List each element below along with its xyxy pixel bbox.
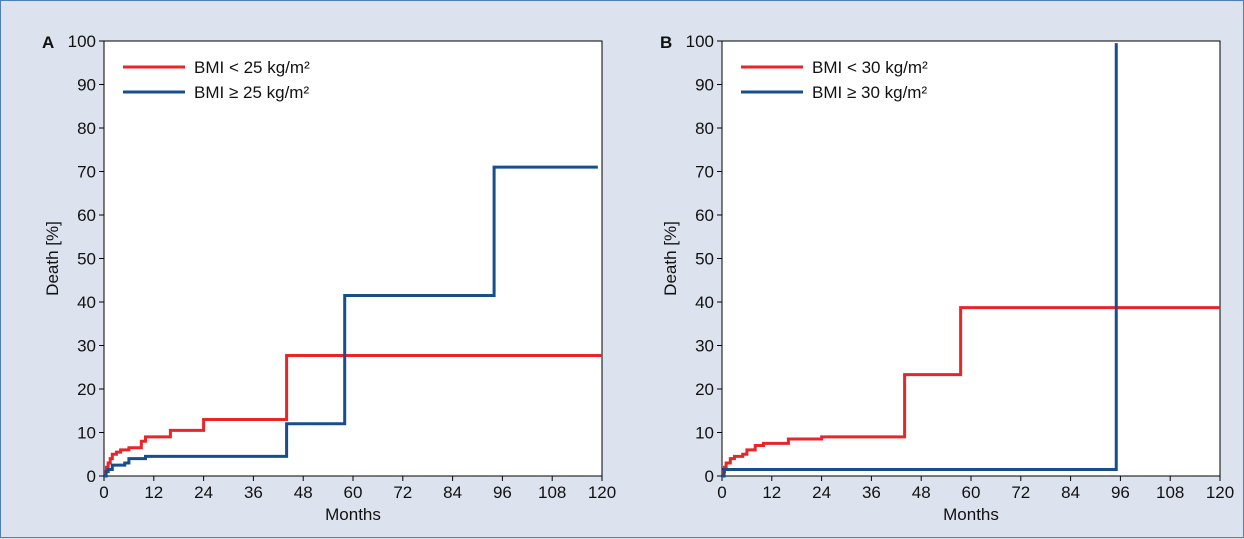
y-tick-label: 60 bbox=[77, 206, 96, 225]
x-tick-label: 12 bbox=[762, 483, 781, 502]
x-tick-label: 84 bbox=[1061, 483, 1080, 502]
x-tick-label: 72 bbox=[393, 483, 412, 502]
series-line-1 bbox=[722, 43, 1118, 478]
x-axis-title: Months bbox=[943, 505, 999, 524]
x-tick-label: 108 bbox=[538, 483, 566, 502]
y-tick-label: 40 bbox=[77, 293, 96, 312]
y-tick-label: 0 bbox=[705, 467, 714, 486]
legend-label: BMI ≥ 25 kg/m² bbox=[194, 83, 309, 102]
y-tick-label: 30 bbox=[695, 337, 714, 356]
x-tick-label: 60 bbox=[962, 483, 981, 502]
y-tick-label: 0 bbox=[87, 467, 96, 486]
y-tick-label: 10 bbox=[695, 424, 714, 443]
y-tick-label: 100 bbox=[68, 32, 96, 51]
x-tick-label: 96 bbox=[493, 483, 512, 502]
series-line-0 bbox=[722, 306, 1220, 478]
chart-panel-a: 0 10 20 30 40 50 60 70 80 90 100 0 12 24 36 48 60 72 84 96 1… bbox=[42, 32, 616, 524]
y-tick-label: 20 bbox=[695, 380, 714, 399]
x-tick-label: 24 bbox=[194, 483, 213, 502]
x-tick-label: 60 bbox=[344, 483, 363, 502]
y-tick-label: 30 bbox=[77, 337, 96, 356]
y-tick-label: 100 bbox=[686, 32, 714, 51]
y-tick-label: 60 bbox=[695, 206, 714, 225]
y-tick-label: 50 bbox=[77, 250, 96, 269]
y-tick-label: 20 bbox=[77, 380, 96, 399]
x-tick-label: 108 bbox=[1156, 483, 1184, 502]
y-tick-label: 90 bbox=[695, 76, 714, 95]
x-tick-label: 0 bbox=[717, 483, 726, 502]
panel-label: B bbox=[660, 33, 672, 52]
series-line-0 bbox=[104, 354, 602, 478]
x-tick-label: 120 bbox=[1206, 483, 1234, 502]
y-tick-label: 50 bbox=[695, 250, 714, 269]
y-tick-label: 70 bbox=[695, 163, 714, 182]
x-tick-label: 84 bbox=[443, 483, 462, 502]
x-tick-label: 72 bbox=[1011, 483, 1030, 502]
series-line-1 bbox=[104, 165, 598, 478]
y-tick-label: 80 bbox=[695, 119, 714, 138]
plot-area bbox=[103, 40, 603, 477]
chart-panel-b: 0 10 20 30 40 50 60 70 80 90 100 0 12 24 36 48 60 72 84 96 1… bbox=[660, 32, 1234, 524]
plot-area bbox=[721, 40, 1221, 477]
x-tick-label: 36 bbox=[862, 483, 881, 502]
x-tick-label: 36 bbox=[244, 483, 263, 502]
x-tick-label: 24 bbox=[812, 483, 831, 502]
x-tick-label: 0 bbox=[99, 483, 108, 502]
x-tick-label: 48 bbox=[912, 483, 931, 502]
legend-label: BMI ≥ 30 kg/m² bbox=[812, 83, 927, 102]
y-tick-label: 10 bbox=[77, 424, 96, 443]
x-axis-title: Months bbox=[325, 505, 381, 524]
y-tick-label: 40 bbox=[695, 293, 714, 312]
y-tick-label: 80 bbox=[77, 119, 96, 138]
y-axis-title: Death [%] bbox=[43, 221, 62, 296]
y-tick-label: 90 bbox=[77, 76, 96, 95]
panel-label: A bbox=[42, 33, 54, 52]
y-tick-label: 70 bbox=[77, 163, 96, 182]
legend-label: BMI < 30 kg/m² bbox=[812, 58, 928, 77]
x-tick-label: 48 bbox=[294, 483, 313, 502]
x-tick-label: 120 bbox=[588, 483, 616, 502]
legend-label: BMI < 25 kg/m² bbox=[194, 58, 310, 77]
x-tick-label: 12 bbox=[144, 483, 163, 502]
y-axis-title: Death [%] bbox=[661, 221, 680, 296]
x-tick-label: 96 bbox=[1111, 483, 1130, 502]
